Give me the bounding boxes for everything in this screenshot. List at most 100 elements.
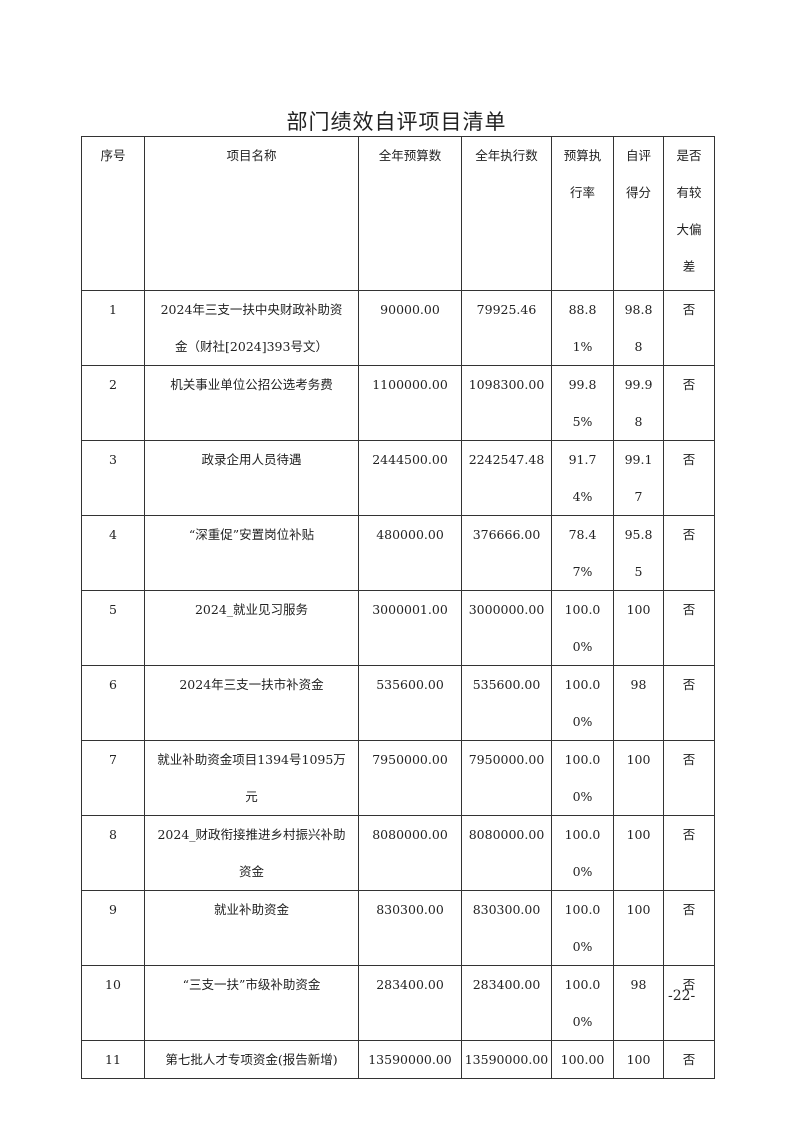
cell-name: 2024_就业见习服务	[144, 590, 359, 666]
table-row: 7 就业补助资金项目1394号1095万元 7950000.00 7950000.00…	[81, 740, 715, 816]
cell-name-text: 机关事业单位公招公选考务费	[170, 377, 333, 392]
cell-no-text: 10	[105, 977, 121, 992]
header-deviation: 是否有较大偏差	[663, 136, 715, 291]
cell-deviation-text: 否	[682, 827, 696, 842]
cell-no: 10	[81, 965, 145, 1041]
cell-budget: 283400.00	[358, 965, 462, 1041]
cell-budget-text: 1100000.00	[372, 377, 448, 392]
cell-budget: 8080000.00	[358, 815, 462, 891]
cell-budget-text: 480000.00	[376, 527, 444, 542]
cell-budget: 1100000.00	[358, 365, 462, 441]
cell-no: 5	[81, 590, 145, 666]
cell-name-text: 2024年三支一扶市补资金	[179, 677, 324, 692]
cell-executed: 1098300.00	[461, 365, 552, 441]
cell-no-text: 6	[109, 677, 117, 692]
cell-budget: 3000001.00	[358, 590, 462, 666]
header-name: 项目名称	[144, 136, 359, 291]
cell-rate-text: 99.85%	[568, 377, 597, 429]
cell-executed-text: 830300.00	[472, 902, 541, 917]
cell-name: “深重促”安置岗位补贴	[144, 515, 359, 591]
cell-executed-text: 283400.00	[472, 977, 541, 992]
cell-deviation: 否	[663, 365, 715, 441]
cell-no: 9	[81, 890, 145, 966]
cell-score-text: 98	[630, 677, 647, 692]
cell-deviation: 否	[663, 290, 715, 366]
cell-rate-text: 78.47%	[568, 527, 597, 579]
cell-budget-text: 2444500.00	[372, 452, 448, 467]
cell-no: 2	[81, 365, 145, 441]
cell-executed: 2242547.48	[461, 440, 552, 516]
cell-budget-text: 283400.00	[376, 977, 444, 992]
cell-name: 就业补助资金	[144, 890, 359, 966]
header-no: 序号	[81, 136, 145, 291]
page-title: 部门绩效自评项目清单	[286, 110, 507, 134]
cell-name-text: 2024_就业见习服务	[194, 602, 309, 617]
cell-deviation: 否	[663, 515, 715, 591]
cell-no-text: 2	[109, 377, 117, 392]
cell-no-text: 7	[109, 752, 117, 767]
header-rate: 预算执行率	[551, 136, 614, 291]
header-score: 自评得分	[613, 136, 664, 291]
cell-no-text: 1	[109, 302, 117, 317]
cell-executed: 7950000.00	[461, 740, 552, 816]
cell-score-text: 100	[626, 752, 651, 767]
page-number: -22-	[668, 988, 696, 1004]
cell-name: 2024_财政衔接推进乡村振兴补助资金	[144, 815, 359, 891]
cell-executed: 830300.00	[461, 890, 552, 966]
cell-rate: 100.00	[551, 1040, 614, 1079]
cell-executed-text: 13590000.00	[464, 1052, 549, 1067]
cell-budget-text: 8080000.00	[372, 827, 448, 842]
header-label: 全年预算数	[378, 148, 442, 163]
cell-name: 政录企用人员待遇	[144, 440, 359, 516]
cell-deviation: 否	[663, 890, 715, 966]
cell-rate: 100.00%	[551, 665, 614, 741]
cell-no: 11	[81, 1040, 145, 1079]
cell-deviation: 否	[663, 665, 715, 741]
cell-no-text: 3	[109, 452, 117, 467]
cell-executed-text: 535600.00	[472, 677, 541, 692]
cell-executed-text: 7950000.00	[468, 752, 545, 767]
cell-executed: 376666.00	[461, 515, 552, 591]
cell-rate: 88.81%	[551, 290, 614, 366]
cell-budget-text: 13590000.00	[368, 1052, 452, 1067]
cell-rate-text: 100.00%	[564, 902, 601, 954]
cell-rate-text: 88.81%	[568, 302, 597, 354]
cell-budget-text: 90000.00	[380, 302, 440, 317]
cell-rate: 99.85%	[551, 365, 614, 441]
table-row: 1 2024年三支一扶中央财政补助资金（财社[2024]393号文） 90000.0…	[81, 290, 715, 366]
cell-no-text: 11	[105, 1052, 121, 1067]
cell-no: 7	[81, 740, 145, 816]
cell-score: 98	[613, 965, 664, 1041]
cell-name: 第七批人才专项资金(报告新增)	[144, 1040, 359, 1079]
table-row: 6 2024年三支一扶市补资金 535600.00 535600.00 100.00% 9…	[81, 665, 715, 741]
cell-deviation: 否	[663, 590, 715, 666]
cell-budget-text: 3000001.00	[372, 602, 448, 617]
cell-rate-text: 100.00%	[564, 752, 601, 804]
cell-no: 3	[81, 440, 145, 516]
cell-deviation-text: 否	[682, 977, 696, 992]
cell-score: 100	[613, 590, 664, 666]
table-row: 10 “三支一扶”市级补助资金 283400.00 283400.00 100.00% 9…	[81, 965, 715, 1041]
cell-executed-text: 3000000.00	[468, 602, 545, 617]
table-row: 8 2024_财政衔接推进乡村振兴补助资金 8080000.00 8080000.00…	[81, 815, 715, 891]
cell-no-text: 8	[109, 827, 117, 842]
cell-rate: 100.00%	[551, 965, 614, 1041]
cell-budget-text: 7950000.00	[372, 752, 448, 767]
table-row: 11 第七批人才专项资金(报告新增) 13590000.00 13590000.00 1…	[81, 1040, 715, 1079]
cell-no-text: 9	[109, 902, 117, 917]
header-label: 全年执行数	[475, 148, 538, 163]
cell-executed: 3000000.00	[461, 590, 552, 666]
cell-score-text: 100	[626, 827, 651, 842]
cell-executed: 535600.00	[461, 665, 552, 741]
table-row: 9 就业补助资金 830300.00 830300.00 100.00% 100 否	[81, 890, 715, 966]
table-header-row: 序号 项目名称 全年预算数 全年执行数 预算执行率 自评得分 是否有较大偏差	[81, 136, 715, 291]
header-label: 序号	[100, 148, 126, 163]
cell-deviation-text: 否	[682, 452, 696, 467]
cell-rate-text: 100.00%	[564, 827, 601, 879]
cell-score: 100	[613, 1040, 664, 1079]
cell-name-text: 2024_财政衔接推进乡村振兴补助资金	[157, 827, 346, 879]
table-row: 4 “深重促”安置岗位补贴 480000.00 376666.00 78.47% 95.8…	[81, 515, 715, 591]
cell-deviation: 否	[663, 815, 715, 891]
header-label: 项目名称	[226, 148, 277, 163]
cell-budget: 90000.00	[358, 290, 462, 366]
